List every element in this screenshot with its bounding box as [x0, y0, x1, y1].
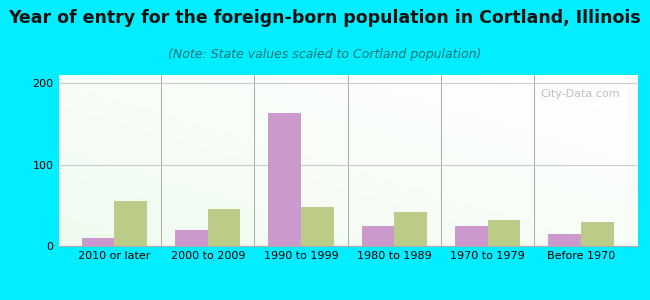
Bar	[455, 226, 488, 246]
Bar	[395, 212, 427, 246]
Bar	[114, 201, 147, 246]
Legend: Cortland, Illinois: Cortland, Illinois	[244, 295, 451, 300]
Bar	[488, 220, 521, 246]
Bar	[549, 234, 581, 246]
Text: (Note: State values scaled to Cortland population): (Note: State values scaled to Cortland p…	[168, 48, 482, 61]
Bar	[581, 222, 614, 246]
Bar	[82, 238, 114, 246]
Bar	[175, 230, 208, 246]
Bar	[301, 207, 333, 246]
Bar	[362, 226, 395, 246]
Bar	[268, 113, 301, 246]
Text: City-Data.com: City-Data.com	[540, 89, 619, 99]
Text: Year of entry for the foreign-born population in Cortland, Illinois: Year of entry for the foreign-born popul…	[8, 9, 642, 27]
Bar	[208, 209, 240, 246]
